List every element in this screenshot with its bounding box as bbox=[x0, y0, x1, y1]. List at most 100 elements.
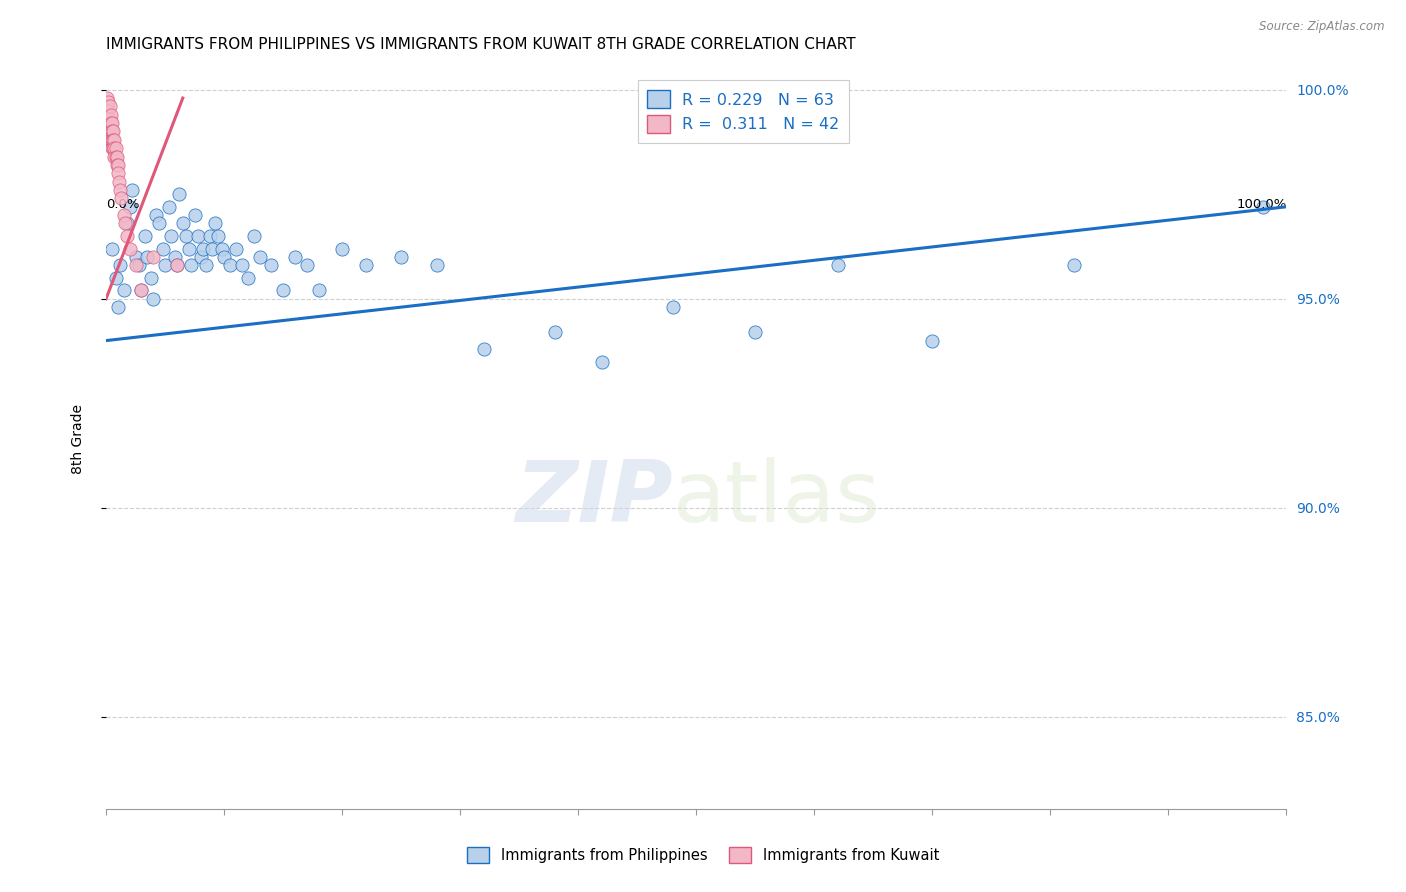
Text: IMMIGRANTS FROM PHILIPPINES VS IMMIGRANTS FROM KUWAIT 8TH GRADE CORRELATION CHAR: IMMIGRANTS FROM PHILIPPINES VS IMMIGRANT… bbox=[105, 37, 856, 53]
Point bbox=[225, 242, 247, 256]
Point bbox=[152, 242, 174, 256]
Point bbox=[97, 95, 120, 110]
Point bbox=[231, 258, 253, 272]
Point bbox=[105, 158, 128, 172]
Point bbox=[101, 141, 124, 155]
Point bbox=[128, 258, 150, 272]
Point bbox=[124, 250, 146, 264]
Legend: R = 0.229   N = 63, R =  0.311   N = 42: R = 0.229 N = 63, R = 0.311 N = 42 bbox=[638, 80, 849, 143]
Point bbox=[112, 208, 135, 222]
Point bbox=[98, 128, 121, 143]
Point bbox=[249, 250, 271, 264]
Point bbox=[124, 258, 146, 272]
Point bbox=[118, 200, 141, 214]
Point bbox=[166, 258, 188, 272]
Point bbox=[142, 292, 165, 306]
Point bbox=[166, 258, 188, 272]
Point bbox=[167, 187, 190, 202]
Point bbox=[136, 250, 159, 264]
Y-axis label: 8th Grade: 8th Grade bbox=[72, 404, 86, 474]
Point bbox=[131, 284, 153, 298]
Point bbox=[110, 258, 132, 272]
Point bbox=[827, 258, 849, 272]
Point bbox=[101, 124, 124, 138]
Point bbox=[591, 354, 613, 368]
Point bbox=[107, 300, 129, 314]
Point bbox=[97, 103, 120, 118]
Point bbox=[104, 270, 127, 285]
Point bbox=[101, 133, 124, 147]
Text: 100.0%: 100.0% bbox=[1236, 198, 1286, 211]
Point bbox=[308, 284, 330, 298]
Point bbox=[921, 334, 943, 348]
Point bbox=[101, 133, 124, 147]
Point bbox=[97, 120, 120, 135]
Point bbox=[183, 208, 205, 222]
Point bbox=[1251, 200, 1274, 214]
Point bbox=[157, 200, 180, 214]
Point bbox=[100, 124, 122, 138]
Point bbox=[354, 258, 377, 272]
Point bbox=[100, 108, 122, 122]
Point bbox=[118, 242, 141, 256]
Point bbox=[195, 258, 218, 272]
Text: Source: ZipAtlas.com: Source: ZipAtlas.com bbox=[1260, 20, 1385, 33]
Point bbox=[148, 217, 170, 231]
Point bbox=[98, 99, 121, 113]
Text: atlas: atlas bbox=[672, 457, 880, 540]
Point bbox=[104, 150, 127, 164]
Point bbox=[100, 116, 122, 130]
Point bbox=[121, 183, 143, 197]
Point bbox=[176, 229, 198, 244]
Point bbox=[98, 120, 121, 135]
Point bbox=[1063, 258, 1085, 272]
Point bbox=[98, 112, 121, 126]
Point bbox=[389, 250, 412, 264]
Point bbox=[145, 208, 167, 222]
Point bbox=[105, 150, 128, 164]
Point bbox=[153, 258, 176, 272]
Point bbox=[100, 133, 122, 147]
Point bbox=[110, 191, 132, 205]
Point bbox=[211, 242, 233, 256]
Legend: Immigrants from Philippines, Immigrants from Kuwait: Immigrants from Philippines, Immigrants … bbox=[461, 841, 945, 869]
Point bbox=[190, 250, 212, 264]
Point bbox=[101, 124, 124, 138]
Point bbox=[160, 229, 183, 244]
Point bbox=[295, 258, 318, 272]
Point bbox=[212, 250, 235, 264]
Point bbox=[191, 242, 214, 256]
Point bbox=[661, 300, 683, 314]
Point bbox=[139, 270, 162, 285]
Point bbox=[117, 217, 139, 231]
Point bbox=[198, 229, 221, 244]
Point bbox=[134, 229, 156, 244]
Point bbox=[103, 150, 125, 164]
Point bbox=[142, 250, 165, 264]
Point bbox=[242, 229, 264, 244]
Point bbox=[97, 112, 120, 126]
Point bbox=[187, 229, 209, 244]
Point bbox=[163, 250, 186, 264]
Point bbox=[426, 258, 449, 272]
Point bbox=[117, 229, 139, 244]
Point bbox=[177, 242, 200, 256]
Point bbox=[107, 166, 129, 180]
Point bbox=[110, 183, 132, 197]
Point bbox=[330, 242, 353, 256]
Point bbox=[103, 141, 125, 155]
Point bbox=[108, 175, 131, 189]
Point bbox=[107, 158, 129, 172]
Point bbox=[101, 116, 124, 130]
Point bbox=[744, 325, 766, 339]
Point bbox=[96, 108, 118, 122]
Point bbox=[131, 284, 153, 298]
Point bbox=[271, 284, 294, 298]
Point bbox=[172, 217, 194, 231]
Point bbox=[260, 258, 283, 272]
Point bbox=[472, 342, 495, 356]
Point bbox=[201, 242, 224, 256]
Point bbox=[207, 229, 229, 244]
Text: 0.0%: 0.0% bbox=[105, 198, 139, 211]
Point bbox=[96, 91, 118, 105]
